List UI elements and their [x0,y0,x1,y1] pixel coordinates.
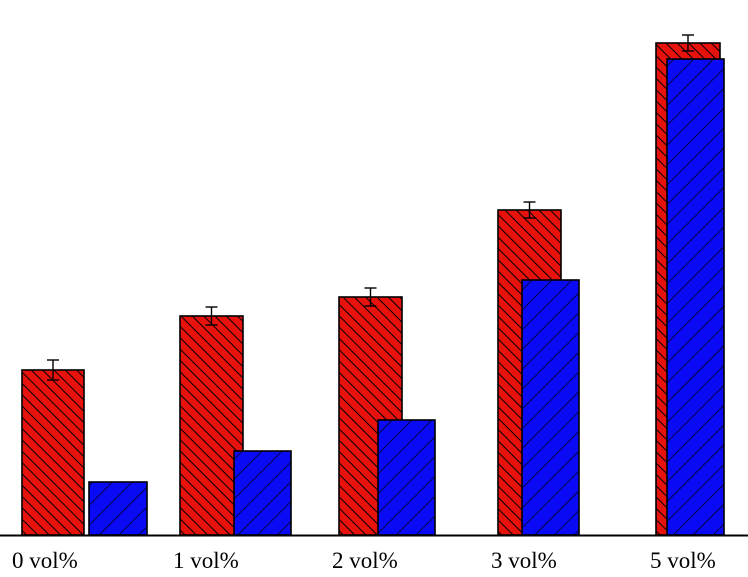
error-bar-series-1-4 [523,201,536,219]
bar-series-2-4 [521,279,580,536]
error-bar-series-1-2 [205,306,218,326]
x-tick-label: 1 vol% [173,548,239,573]
bar-series-2-1 [88,481,148,536]
x-tick-labels: 0 vol% 1 vol% 2 vol% 3 vol% 5 vol% [12,548,716,573]
error-bar-series-1-3 [364,287,377,307]
bar-series-2-5 [666,58,725,536]
x-tick-label: 3 vol% [491,548,557,573]
bar-series-2-3 [377,419,436,536]
bar-series-1-2 [179,315,244,536]
x-tick-label: 2 vol% [332,548,398,573]
bars-layer [21,42,725,536]
bar-series-2-2 [233,450,292,536]
x-tick-label: 5 vol% [650,548,716,573]
bar-series-1-1 [21,369,85,536]
error-bar-series-1-5 [682,34,694,52]
x-tick-label: 0 vol% [12,548,78,573]
error-bar-series-1-1 [47,359,59,381]
error-bars-layer [47,34,694,381]
